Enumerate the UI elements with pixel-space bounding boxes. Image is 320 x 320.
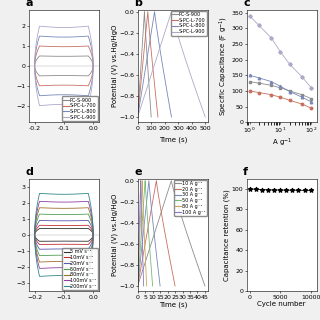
X-axis label: Cycle number: Cycle number [257,301,306,307]
Point [302,188,307,193]
Text: b: b [134,0,142,8]
Text: f: f [243,167,248,177]
Point [265,187,270,192]
Text: e: e [134,167,142,177]
Point [277,188,283,193]
Point [271,188,276,193]
Legend: 10 A g⁻¹, 20 A g⁻¹, 30 A g⁻¹, 50 A g⁻¹, 80 A g⁻¹, 100 A g⁻¹: 10 A g⁻¹, 20 A g⁻¹, 30 A g⁻¹, 50 A g⁻¹, … [174,180,207,216]
Point [290,188,295,193]
Y-axis label: Capacitance retention (%): Capacitance retention (%) [224,189,230,281]
Y-axis label: Specific Capacitance (F g$^{-1}$): Specific Capacitance (F g$^{-1}$) [218,16,230,116]
Point [247,186,252,191]
Legend: 5 mV s⁻¹, 10mV s⁻¹, 20mV s⁻¹, 50mV s⁻¹, 80mV s⁻¹, 100mV s⁻¹, 200mV s⁻¹: 5 mV s⁻¹, 10mV s⁻¹, 20mV s⁻¹, 50mV s⁻¹, … [62,248,98,290]
Legend: PC-S-900, S-PC-L-700, S-PC-L-800, S-PC-L-900: PC-S-900, S-PC-L-700, S-PC-L-800, S-PC-L… [171,11,207,36]
Text: a: a [25,0,33,8]
X-axis label: Time (s): Time (s) [159,301,187,308]
Y-axis label: Potential (V) vs.Hg/HgO: Potential (V) vs.Hg/HgO [111,25,118,107]
X-axis label: A g$^{-1}$: A g$^{-1}$ [272,136,292,149]
Y-axis label: Potential (V) vs.Hg/HgO: Potential (V) vs.Hg/HgO [111,194,118,276]
Point [284,188,289,193]
Text: d: d [25,167,33,177]
Legend: PC-S-900, S-PC-L-700, S-PC-L-800, S-PC-L-900: PC-S-900, S-PC-L-700, S-PC-L-800, S-PC-L… [62,96,98,121]
Point [253,187,258,192]
Point [308,188,313,193]
Point [259,187,264,192]
Point [296,188,301,193]
X-axis label: Time (s): Time (s) [159,136,187,143]
Text: c: c [243,0,250,8]
